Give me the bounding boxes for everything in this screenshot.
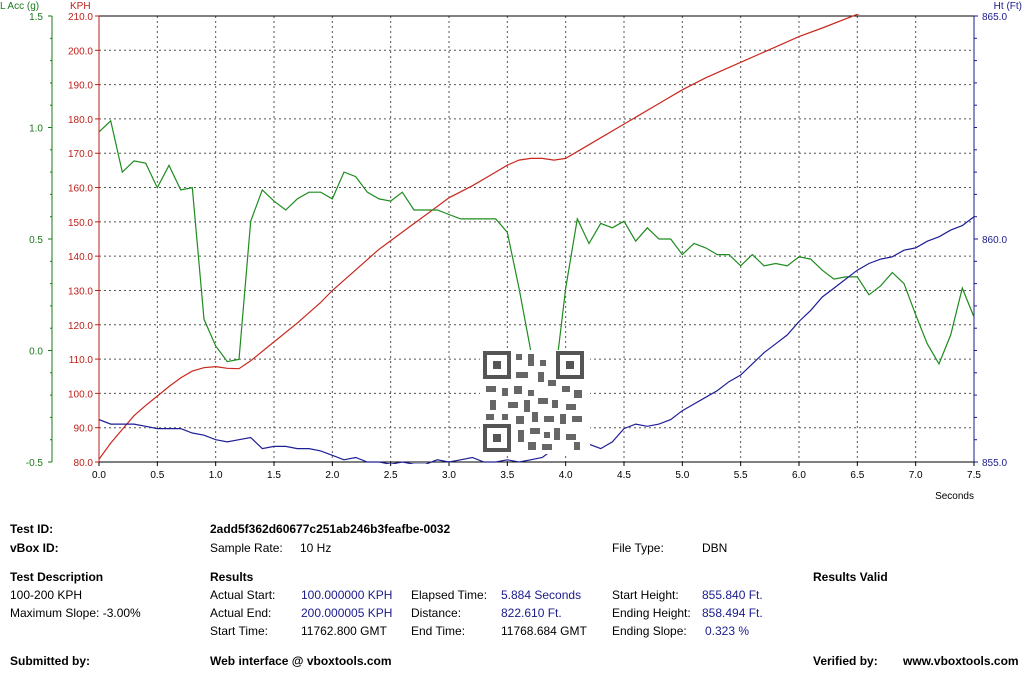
x-tick-label: 6.0: [792, 470, 806, 481]
vbox-id-label: vBox ID:: [10, 541, 59, 555]
ending-slope-value: 0.323 %: [705, 624, 750, 638]
lacc-tick-label: 0.5: [29, 235, 43, 246]
start-height-label: Start Height:: [612, 588, 679, 602]
test-id-label: Test ID:: [10, 522, 54, 536]
kph-tick-label: 190.0: [68, 81, 93, 92]
ending-height-label: Ending Height:: [612, 606, 691, 620]
elapsed-value: 5.884 Seconds: [501, 588, 582, 602]
kph-tick-label: 160.0: [68, 184, 93, 195]
kph-tick-label: 200.0: [68, 46, 93, 57]
x-tick-label: 3.0: [442, 470, 456, 481]
distance-label: Distance:: [411, 606, 462, 620]
test-id-value: 2add5f362d60677c251ab246b3feafbe-0032: [210, 522, 451, 536]
x-tick-label: 2.5: [384, 470, 398, 481]
actual-start-value: 100.000000 KPH: [301, 588, 393, 602]
verified-by-link[interactable]: www.vboxtools.com: [903, 654, 1019, 668]
test-description-label: Test Description: [10, 570, 104, 584]
x-axis-unit-label: Seconds: [935, 491, 974, 500]
ht-tick-label: 855.0: [982, 458, 1007, 469]
lacc-tick-label: 1.0: [29, 124, 43, 135]
actual-start-label: Actual Start:: [210, 588, 276, 602]
verified-by-label: Verified by:: [813, 654, 878, 668]
x-tick-label: 0.5: [150, 470, 164, 481]
lacc-tick-label: 0.0: [29, 347, 43, 358]
series-line-lacc: [99, 119, 974, 387]
x-tick-label: 4.0: [559, 470, 573, 481]
x-tick-label: 2.0: [325, 470, 339, 481]
x-tick-label: 5.0: [675, 470, 689, 481]
start-time-value: 11762.800 GMT: [301, 624, 387, 638]
kph-tick-label: 120.0: [68, 321, 93, 332]
end-time-value: 11768.684 GMT: [501, 624, 587, 638]
sample-rate-label: Sample Rate:: [210, 541, 283, 555]
submitted-by-label: Submitted by:: [10, 654, 90, 668]
x-tick-label: 6.5: [850, 470, 864, 481]
lacc-tick-label: 1.5: [29, 12, 43, 23]
ht-axis-label: Ht (Ft): [994, 1, 1022, 12]
kph-tick-label: 150.0: [68, 218, 93, 229]
x-tick-label: 4.5: [617, 470, 631, 481]
ending-height-value: 858.494 Ft.: [702, 606, 763, 620]
ht-tick-label: 865.0: [982, 12, 1007, 23]
kph-tick-label: 90.0: [74, 424, 94, 435]
ending-slope-label: Ending Slope:: [612, 624, 687, 638]
lacc-tick-label: -0.5: [26, 458, 44, 469]
start-height-value: 855.840 Ft.: [702, 588, 763, 602]
distance-value: 822.610 Ft.: [501, 606, 562, 620]
file-type-value: DBN: [702, 541, 728, 555]
x-tick-label: 1.0: [209, 470, 223, 481]
kph-tick-label: 130.0: [68, 286, 93, 297]
file-type-label: File Type:: [612, 541, 664, 555]
test-description-value: 100-200 KPH: [10, 588, 83, 602]
max-slope: Maximum Slope: -3.00%: [10, 606, 141, 620]
start-time-label: Start Time:: [210, 624, 269, 638]
web-interface-link[interactable]: Web interface @ vboxtools.com: [210, 654, 392, 668]
x-tick-label: 1.5: [267, 470, 281, 481]
kph-tick-label: 100.0: [68, 389, 93, 400]
kph-tick-label: 180.0: [68, 115, 93, 126]
kph-tick-label: 110.0: [69, 355, 94, 366]
qr-code-image: [480, 350, 590, 454]
x-tick-label: 0.0: [92, 470, 106, 481]
chart: 0.0 0.5 1.0 1.5 2.0 2.5 3.0 3.5 4.0 4.5 5.0 5.5 6.0 6…: [0, 1, 1022, 500]
qr-code-icon: [483, 351, 584, 452]
kph-axis-label: KPH: [70, 1, 91, 12]
end-time-label: End Time:: [411, 624, 466, 638]
series-line-ht: [99, 216, 974, 464]
kph-tick-label: 210.0: [68, 12, 93, 23]
actual-end-value: 200.000005 KPH: [301, 606, 393, 620]
results-valid: Results Valid: [813, 570, 888, 584]
kph-tick-label: 140.0: [68, 252, 93, 263]
x-tick-label: 7.5: [967, 470, 981, 481]
x-tick-label: 7.0: [909, 470, 923, 481]
results-label: Results: [210, 570, 254, 584]
elapsed-label: Elapsed Time:: [411, 588, 488, 602]
x-tick-label: 3.5: [500, 470, 514, 481]
sample-rate-value: 10 Hz: [300, 541, 332, 555]
kph-tick-label: 80.0: [74, 458, 94, 469]
kph-tick-label: 170.0: [68, 149, 93, 160]
ht-tick-label: 860.0: [982, 235, 1007, 246]
series-line-kph: [99, 14, 861, 460]
actual-end-label: Actual End:: [210, 606, 272, 620]
x-tick-label: 5.5: [734, 470, 748, 481]
lacc-axis-label: L Acc (g): [0, 1, 39, 12]
